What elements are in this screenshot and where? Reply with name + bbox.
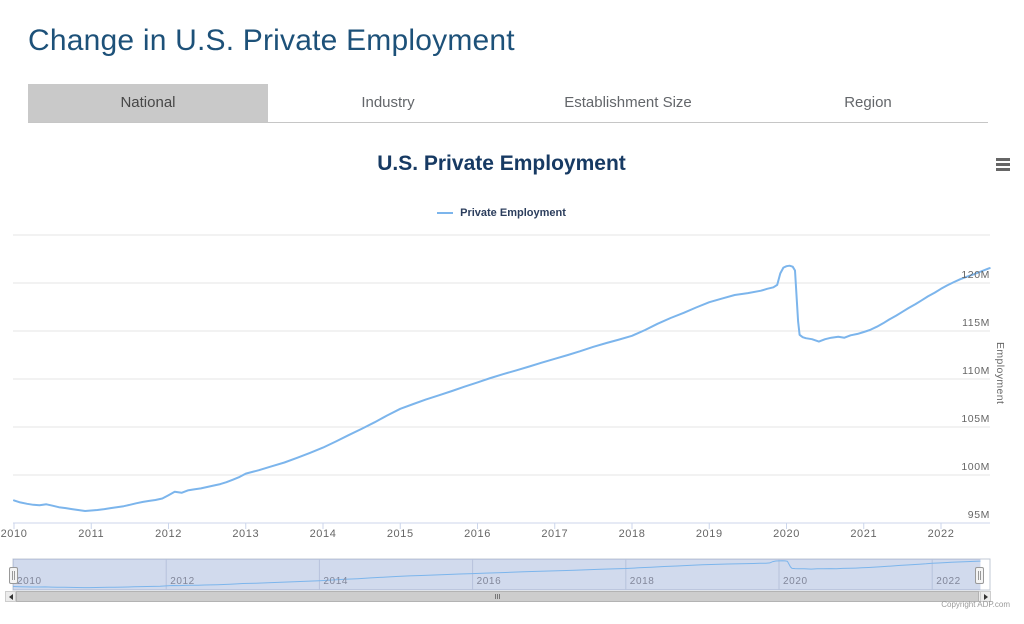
page-title: Change in U.S. Private Employment [28, 24, 515, 57]
triangle-left-icon [8, 593, 13, 600]
legend-line-marker [437, 211, 454, 214]
x-axis-label: 2011 [78, 528, 105, 540]
x-axis-label: 2019 [695, 528, 723, 540]
navigator-axis-label: 2020 [783, 576, 808, 587]
scrollbar-thumb[interactable] [16, 591, 979, 602]
legend-label: Private Employment [460, 206, 566, 219]
scrollbar-grip-icon [495, 594, 496, 599]
x-axis-label: 2016 [464, 528, 491, 540]
x-axis-label: 2012 [155, 528, 182, 540]
tab-industry[interactable]: Industry [361, 94, 415, 111]
navigator-axis-label: 2022 [936, 576, 961, 587]
legend-item-private-employment[interactable]: Private Employment [13, 205, 990, 220]
scrollbar-left-button[interactable] [5, 591, 16, 602]
chart-context-menu-button[interactable] [995, 157, 1012, 174]
triangle-right-icon [983, 593, 988, 600]
y-axis-label: 120M [961, 269, 990, 281]
x-axis-label: 2018 [618, 528, 646, 540]
scrollbar-right-button[interactable] [980, 591, 991, 602]
x-axis-label: 2017 [541, 528, 569, 540]
chart-title: U.S. Private Employment [377, 152, 626, 175]
y-axis-label: 95M [967, 509, 990, 521]
y-axis-label: 100M [961, 461, 990, 473]
navigator-left-handle[interactable] [9, 567, 18, 584]
x-axis-label: 2014 [309, 528, 337, 540]
x-axis-label: 2020 [773, 528, 800, 540]
tab-national[interactable]: National [28, 84, 268, 122]
navigator-axis-label: 2016 [476, 576, 502, 587]
series-line-private-employment [13, 264, 991, 512]
y-axis-title: Employment [994, 342, 1006, 405]
navigator-right-handle[interactable] [975, 567, 984, 584]
navigator-axis-label: 2010 [17, 576, 42, 587]
tab-establishment-size[interactable]: Establishment Size [564, 94, 692, 111]
tab-region[interactable]: Region [844, 94, 892, 111]
navigator-axis-label: 2014 [323, 576, 349, 587]
navigator-axis-label: 2018 [629, 576, 655, 587]
tab-bar: National Industry Establishment Size Reg… [28, 84, 988, 123]
y-axis-label: 105M [961, 413, 990, 425]
x-axis-label: 2021 [850, 528, 878, 540]
x-axis-label: 2010 [0, 528, 28, 540]
navigator-axis-label: 2012 [170, 576, 195, 587]
hamburger-icon [996, 158, 1011, 171]
y-axis-label: 110M [962, 365, 990, 377]
credits[interactable]: Copyright ADP.com [941, 600, 1010, 609]
x-axis-label: 2015 [386, 528, 414, 540]
x-axis-label: 2013 [232, 528, 260, 540]
y-axis-label: 115M [962, 317, 990, 329]
x-axis-label: 2022 [927, 528, 955, 540]
